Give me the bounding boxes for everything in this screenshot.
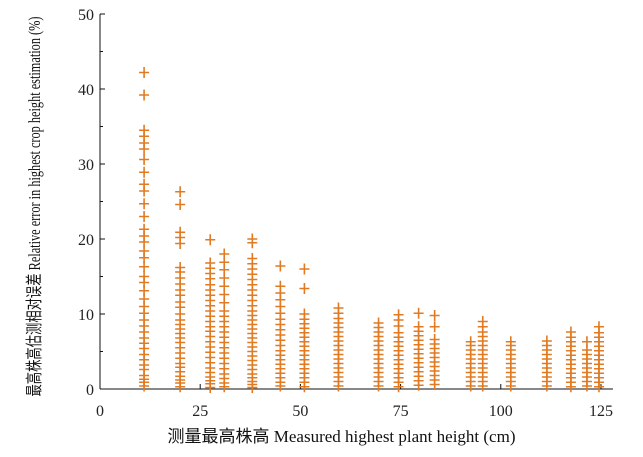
- data-point: [139, 223, 150, 235]
- data-point: [139, 271, 150, 282]
- data-point: [505, 336, 516, 348]
- data-points: [139, 67, 604, 393]
- data-point: [413, 321, 424, 333]
- data-point: [413, 307, 424, 319]
- data-point: [139, 154, 150, 165]
- data-point: [205, 234, 216, 246]
- data-point: [465, 336, 476, 348]
- y-tick-label: 20: [78, 232, 94, 249]
- y-tick-label: 50: [78, 7, 94, 24]
- data-point: [139, 198, 150, 210]
- data-point: [275, 260, 286, 272]
- data-point: [429, 321, 440, 333]
- y-tick-label: 10: [78, 307, 94, 324]
- data-point: [175, 186, 186, 198]
- x-tick-label: 125: [589, 403, 613, 420]
- data-point: [299, 308, 310, 320]
- data-point: [429, 334, 440, 345]
- x-tick-label: 25: [192, 403, 208, 420]
- data-point: [275, 280, 286, 292]
- data-point: [477, 316, 488, 327]
- data-point: [393, 309, 404, 321]
- data-point: [175, 226, 186, 238]
- data-point: [205, 257, 216, 269]
- y-tick-label: 0: [86, 382, 94, 399]
- data-point: [139, 178, 150, 190]
- y-ticks: 0 10 20 30 40 50: [78, 7, 105, 399]
- data-point: [299, 263, 310, 275]
- data-point: [139, 166, 150, 178]
- data-point: [593, 321, 604, 333]
- data-point: [139, 67, 150, 78]
- data-point: [541, 335, 552, 347]
- data-point: [247, 233, 258, 245]
- y-tick-label: 40: [78, 82, 94, 99]
- y-tick-label: 30: [78, 157, 94, 174]
- data-point: [429, 310, 440, 321]
- data-point: [299, 283, 310, 294]
- data-point: [175, 262, 186, 273]
- x-tick-label: 0: [96, 403, 104, 420]
- data-point: [333, 302, 344, 314]
- x-ticks: 0 25 50 75 100 125: [96, 384, 613, 420]
- x-tick-label: 50: [292, 403, 308, 420]
- x-tick-label: 75: [393, 403, 409, 420]
- x-tick-label: 100: [489, 403, 513, 420]
- data-point: [581, 336, 592, 348]
- data-point: [219, 248, 230, 260]
- data-point: [139, 89, 150, 101]
- data-point: [175, 199, 186, 210]
- data-point: [139, 124, 150, 136]
- data-point: [247, 253, 258, 264]
- x-axis-title: 测量最高株高 Measured highest plant height (cm…: [168, 427, 516, 446]
- data-point: [373, 317, 384, 329]
- data-point: [565, 326, 576, 338]
- y-axis-title: 最高株高估测相对误差 Relative error in highest cro…: [25, 17, 44, 397]
- data-point: [139, 211, 150, 222]
